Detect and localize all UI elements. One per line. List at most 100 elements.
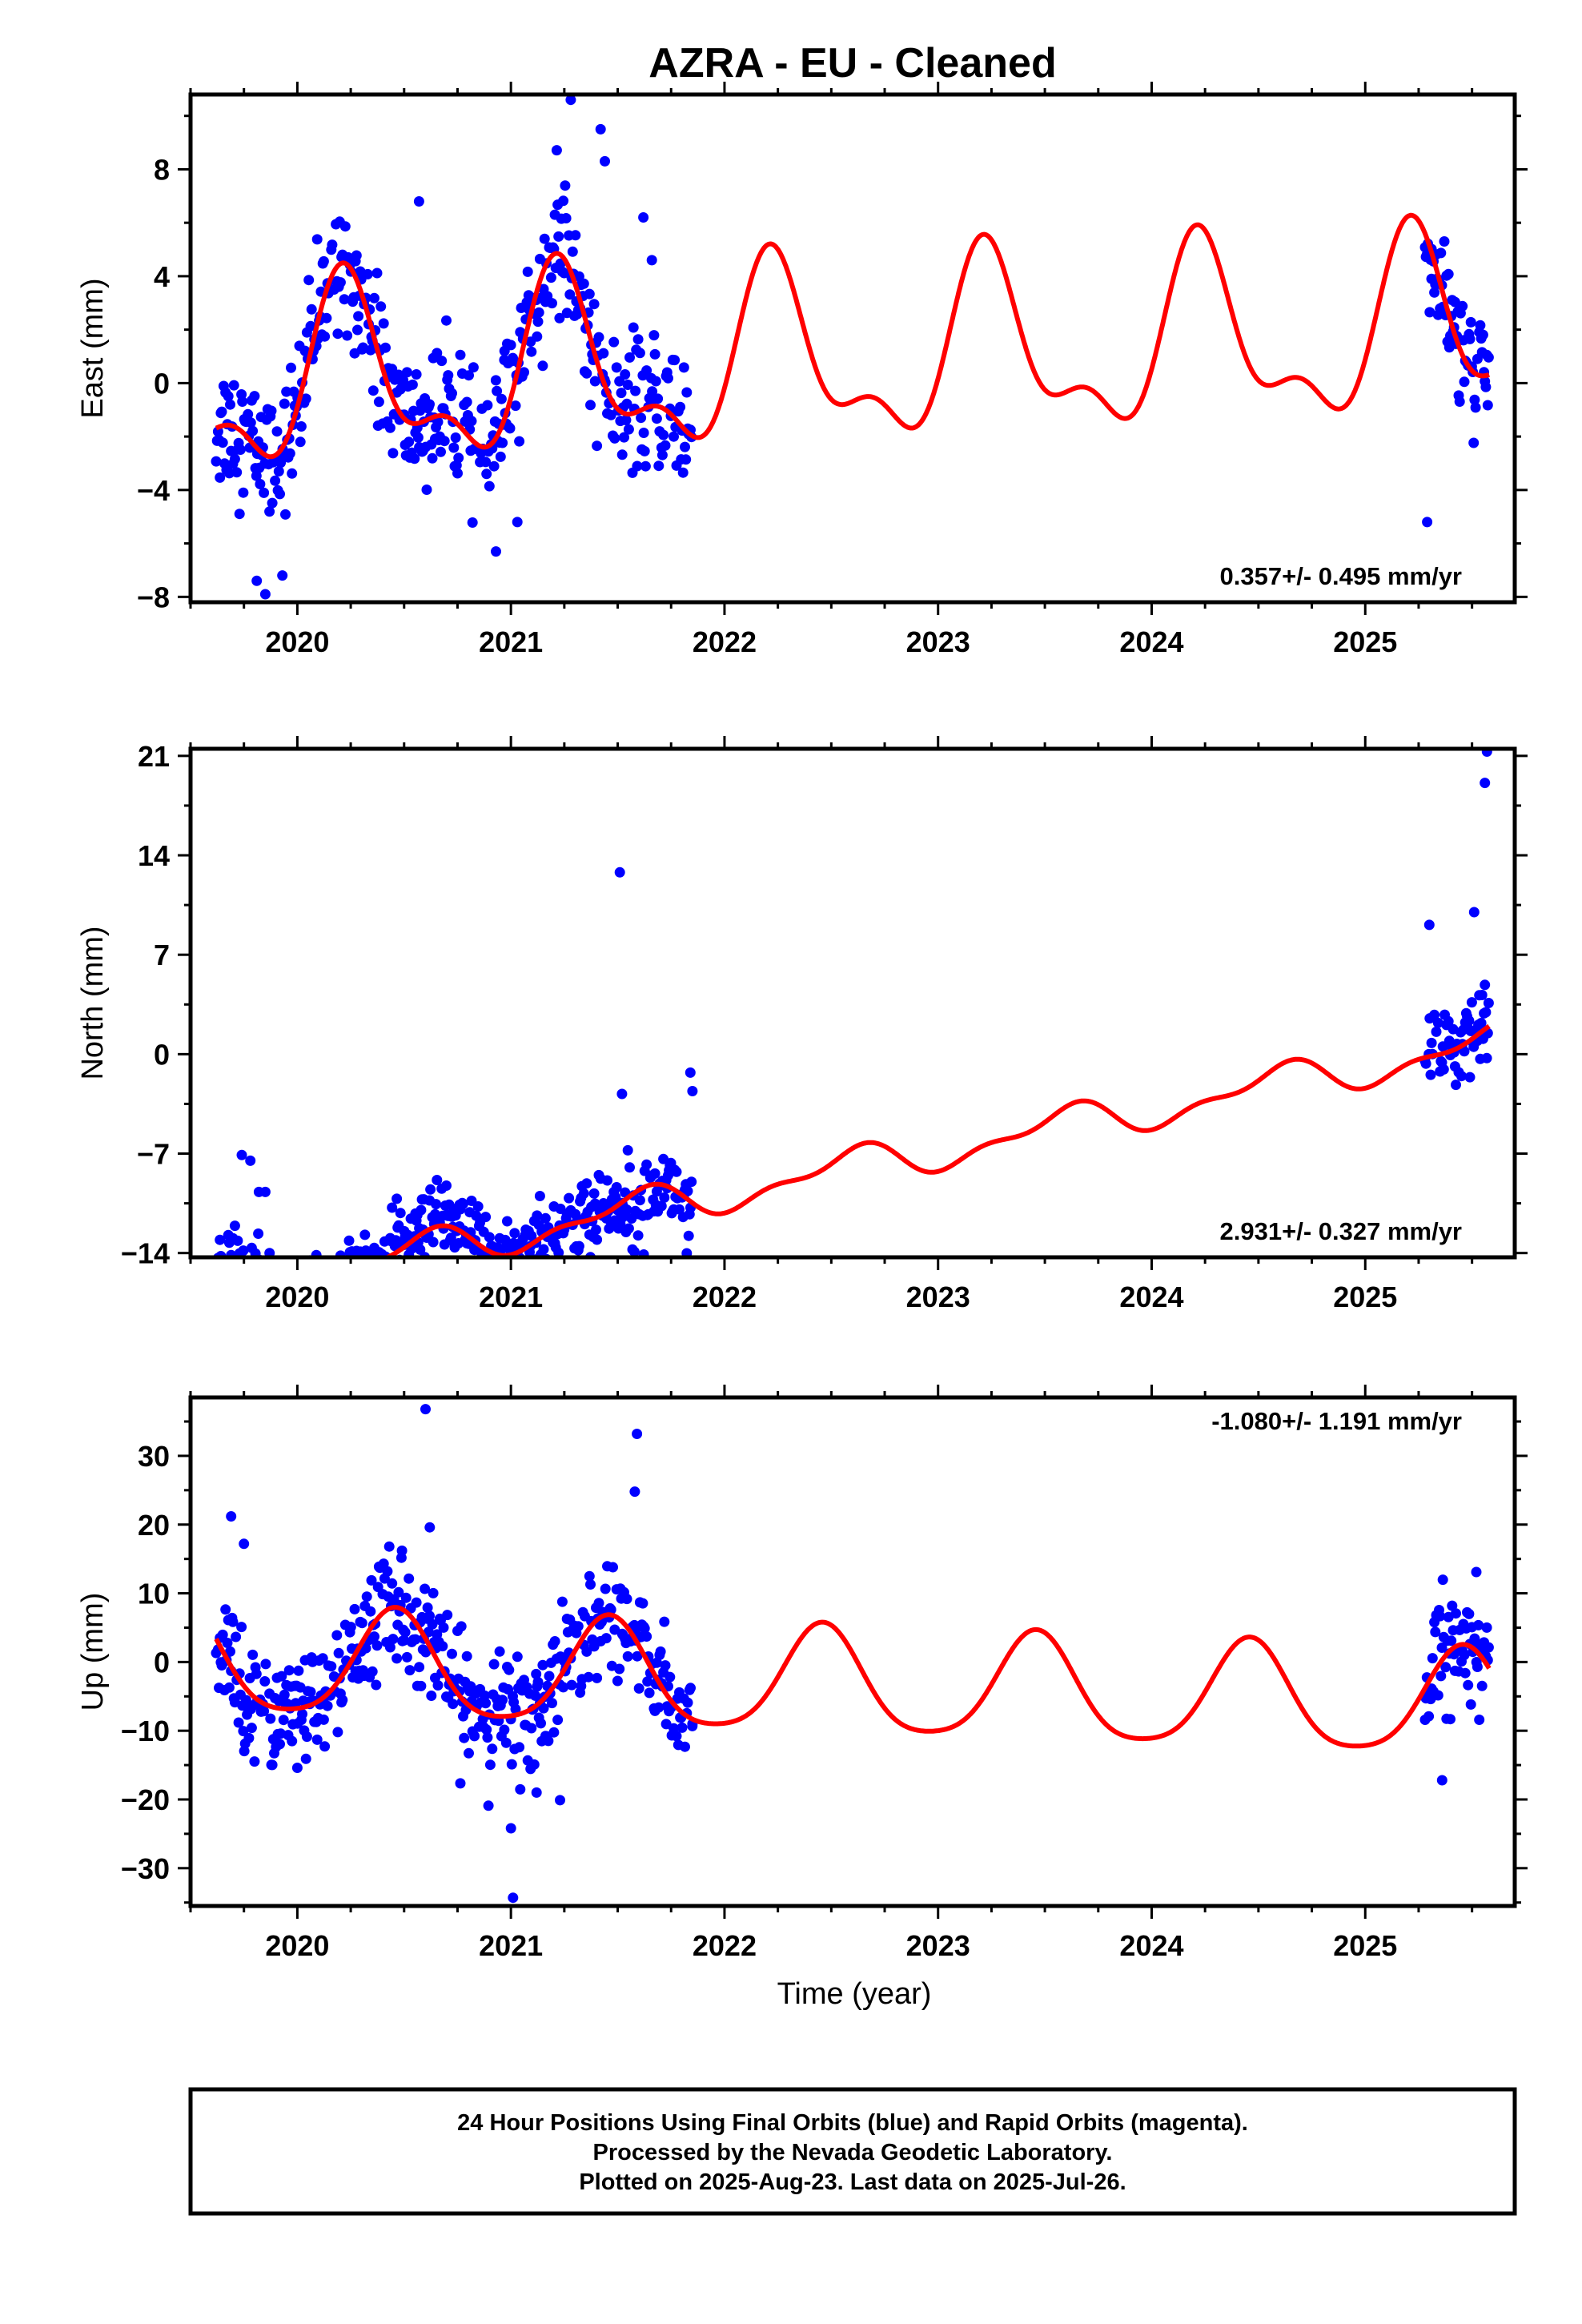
east-data-point [384, 422, 396, 433]
north-data-point [1420, 1058, 1431, 1069]
east-data-point [1464, 333, 1476, 344]
east-data-point [640, 460, 651, 472]
east-data-point [1443, 268, 1454, 279]
north-data-point [297, 1319, 307, 1329]
east-data-point [432, 416, 444, 428]
east-data-point [284, 448, 295, 459]
x-tick-label: 2024 [1119, 1929, 1183, 1962]
east-data-point [225, 399, 235, 410]
north-data-point [340, 1277, 351, 1287]
up-data-point [558, 1682, 569, 1693]
north-data-point [262, 1264, 272, 1274]
north-data-point [553, 1247, 564, 1257]
north-data-point [1456, 1071, 1467, 1082]
east-data-point [371, 267, 383, 279]
north-data-point [363, 1269, 374, 1279]
north-data-point [220, 1260, 231, 1270]
up-data-point [349, 1603, 360, 1614]
up-data-point [651, 1657, 662, 1668]
x-tick-label: 2023 [906, 625, 970, 658]
north-data-point [649, 1168, 661, 1179]
north-data-point [1480, 979, 1491, 991]
east-data-point [421, 485, 432, 495]
up-data-point [548, 1727, 560, 1738]
north-data-point [416, 1204, 427, 1216]
north-data-point [484, 1232, 495, 1243]
north-data-point [241, 1288, 251, 1298]
north-data-point [1431, 1026, 1442, 1037]
x-tick-label: 2021 [479, 1929, 543, 1962]
east-data-point [305, 320, 316, 332]
east-data-point [641, 365, 652, 376]
east-outlier-point [251, 575, 263, 586]
north-panel: 2020 2021 2022 2023 2024 2025 −14 −7 0 7 14 21 North… [76, 736, 1528, 1329]
east-data-point [539, 233, 550, 244]
north-data-point [634, 1195, 645, 1206]
up-outlier-point [632, 1429, 643, 1439]
up-data-point [1474, 1715, 1485, 1725]
up-data-point [311, 1734, 323, 1745]
east-data-point [1454, 396, 1465, 407]
up-data-point [614, 1663, 625, 1675]
up-data-point [644, 1687, 655, 1699]
north-data-point [408, 1258, 418, 1269]
up-data-point [371, 1640, 383, 1651]
up-data-point [442, 1610, 453, 1621]
east-data-point [352, 324, 363, 336]
up-data-point [259, 1706, 270, 1717]
up-data-point [680, 1741, 690, 1752]
up-data-point [660, 1660, 671, 1671]
north-data-point [359, 1229, 371, 1240]
north-data-point [656, 1200, 667, 1212]
up-data-point [592, 1672, 603, 1683]
up-data-point [265, 1713, 276, 1724]
north-data-point [441, 1180, 452, 1191]
up-data-point [494, 1646, 505, 1657]
east-data-point [380, 342, 391, 353]
east-data-point [630, 385, 641, 396]
east-data-point [567, 246, 578, 257]
x-tick-label: 2021 [479, 625, 543, 658]
up-data-point [259, 1676, 271, 1687]
up-data-point [1427, 1653, 1438, 1664]
up-data-point [581, 1646, 592, 1657]
north-data-point [352, 1276, 363, 1286]
up-data-point [639, 1622, 650, 1634]
up-data-point [361, 1591, 372, 1602]
east-data-point [482, 400, 493, 411]
footer-line-3: Plotted on 2025-Aug-23. Last data on 202… [579, 2169, 1126, 2195]
east-data-point [1459, 376, 1470, 388]
east-data-point [558, 195, 569, 207]
up-data-point [319, 1741, 331, 1752]
up-data-point [222, 1638, 233, 1648]
north-outlier-point [264, 1248, 275, 1257]
up-data-point [387, 1634, 399, 1645]
north-data-point [1483, 998, 1494, 1008]
up-data-point [247, 1649, 259, 1660]
up-data-point [499, 1724, 510, 1735]
north-data-point [681, 1248, 693, 1257]
up-data-point [1423, 1711, 1435, 1722]
up-data-point [531, 1668, 542, 1679]
up-data-point [1473, 1619, 1484, 1630]
up-data-point [420, 1647, 432, 1658]
north-data-point [602, 1175, 612, 1186]
north-data-point [227, 1269, 237, 1279]
east-data-point [663, 372, 673, 384]
up-data-point [456, 1621, 467, 1632]
east-data-point [211, 456, 222, 467]
north-data-point [504, 1269, 514, 1280]
up-data-point [276, 1671, 287, 1682]
east-data-point [300, 393, 311, 404]
north-data-point [253, 1228, 264, 1239]
north-data-point [319, 1265, 329, 1275]
east-data-point [656, 449, 668, 460]
east-data-point [229, 453, 240, 464]
east-data-point [339, 221, 351, 232]
east-data-point [467, 517, 478, 528]
up-data-point [231, 1631, 242, 1642]
north-data-point [387, 1202, 398, 1213]
up-data-point [279, 1689, 290, 1700]
north-data-point [214, 1268, 224, 1278]
east-outlier-point [646, 255, 657, 266]
